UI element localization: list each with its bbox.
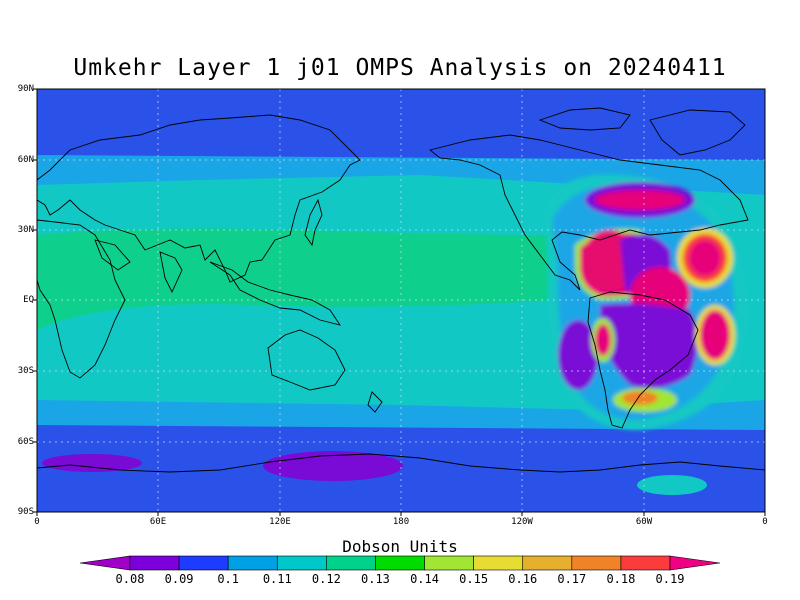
axis-ticks xyxy=(33,88,766,516)
coastlines xyxy=(37,107,765,473)
colorbar xyxy=(79,555,721,571)
colorbar-segment xyxy=(522,555,573,571)
colorbar-arrow-low xyxy=(79,555,131,571)
coast-south-america xyxy=(587,291,699,429)
colorbar-segment xyxy=(375,555,425,571)
lat-label-90s: 90S xyxy=(17,507,34,517)
colorbar-level-label: 0.08 xyxy=(115,572,145,586)
colorbar-segment xyxy=(129,555,180,571)
colorbar-level-label: 0.11 xyxy=(262,572,292,586)
colorbar-segment xyxy=(276,555,327,571)
coast-australia xyxy=(267,329,346,391)
lon-label-120w: 120W xyxy=(511,517,533,527)
low-antarctic-west xyxy=(42,454,142,472)
lon-label-60w: 60W xyxy=(635,517,653,527)
colorbar-level-label: 0.14 xyxy=(410,572,439,586)
colorbar-level-label: 0.18 xyxy=(606,572,636,586)
coast-arctic-islands xyxy=(538,107,631,131)
low-south-atlantic xyxy=(637,475,707,495)
coast-antarctica xyxy=(37,453,765,473)
colorbar-segment xyxy=(424,555,474,571)
lon-label-0-east: 0 xyxy=(762,517,768,527)
lon-label-0-west: 0 xyxy=(34,517,40,527)
americas-anomaly xyxy=(545,174,748,430)
coast-india xyxy=(159,251,183,294)
coast-japan xyxy=(304,198,323,247)
lon-label-60e: 60E xyxy=(149,517,167,527)
colorbar-segment xyxy=(227,555,278,571)
graticule xyxy=(37,89,765,512)
coast-africa xyxy=(37,219,126,379)
colorbar-segment xyxy=(326,555,376,571)
lat-label-90n: 90N xyxy=(17,84,34,94)
coast-newzealand xyxy=(367,391,383,413)
colorbar-level-label: 0.13 xyxy=(361,572,390,586)
lon-label-120e: 120E xyxy=(269,517,291,527)
coast-arabia xyxy=(94,239,131,271)
colorbar-level-label: 0.17 xyxy=(557,572,587,586)
colorbar-level-label: 0.09 xyxy=(164,572,194,586)
lat-label-30n: 30N xyxy=(17,225,34,235)
colorbar-segment xyxy=(571,555,622,571)
band-green xyxy=(37,228,560,330)
lat-label-60s: 60S xyxy=(17,437,34,447)
colorbar-segment xyxy=(620,555,671,571)
colorbar-level-label: 0.12 xyxy=(311,572,341,586)
colorbar-level-label: 0.16 xyxy=(508,572,538,586)
coast-eurasia xyxy=(37,114,361,283)
map-title: Umkehr Layer 1 j01 OMPS Analysis on 2024… xyxy=(73,55,727,81)
lat-label-60n: 60N xyxy=(17,155,34,165)
colorbar-arrow-high xyxy=(669,555,721,571)
colorbar-level-label: 0.19 xyxy=(655,572,685,586)
colorbar-level-label: 0.1 xyxy=(217,572,240,586)
map-field xyxy=(37,89,765,512)
colorbar-segment xyxy=(178,555,229,571)
coast-seasia xyxy=(209,261,342,326)
coast-greenland xyxy=(649,109,746,156)
lat-label-30s: 30S xyxy=(17,366,34,376)
colorbar-level-label: 0.15 xyxy=(459,572,489,586)
colorbar-segment xyxy=(473,555,524,571)
lon-label-180: 180 xyxy=(392,517,410,527)
colorbar-title: Dobson Units xyxy=(342,537,458,556)
lat-label-eq: EQ xyxy=(23,295,34,305)
coast-north-america xyxy=(429,134,749,291)
